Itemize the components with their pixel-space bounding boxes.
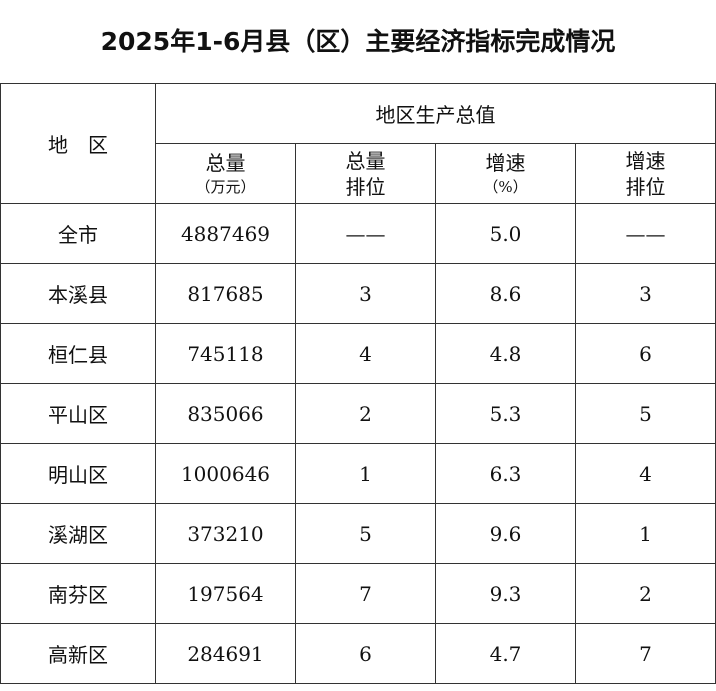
value-cell: 4 — [295, 323, 436, 384]
title: 2025年1-6月县（区）主要经济指标完成情况 — [100, 27, 616, 56]
value-cell: 5.3 — [435, 383, 576, 444]
header-line: 增速 — [625, 148, 666, 173]
table-row: 桓仁县 745118 4 4.8 6 — [0, 323, 716, 384]
region-cell: 桓仁县 — [0, 323, 156, 384]
column-header: 总量 排位 — [295, 143, 436, 204]
group-header: 地区生产总值 — [155, 83, 716, 144]
column-header: 增速 （%） — [435, 143, 576, 204]
value-cell: 197564 — [155, 563, 296, 624]
value-cell: —— — [295, 203, 436, 264]
header-line: 总量 — [345, 148, 386, 173]
value-cell: 2 — [295, 383, 436, 444]
value-cell: 1 — [295, 443, 436, 504]
value-cell: 6.3 — [435, 443, 576, 504]
table-row: 平山区 835066 2 5.3 5 — [0, 383, 716, 444]
table-row: 全市 4887469 —— 5.0 —— — [0, 203, 716, 264]
header-line: 增速 — [485, 150, 526, 175]
value-cell: 7 — [575, 623, 716, 684]
region-cell: 本溪县 — [0, 263, 156, 324]
table-row: 本溪县 817685 3 8.6 3 — [0, 263, 716, 324]
region-cell: 南芬区 — [0, 563, 156, 624]
value-cell: 5 — [295, 503, 436, 564]
region-cell: 平山区 — [0, 383, 156, 444]
value-cell: 4887469 — [155, 203, 296, 264]
value-cell: 284691 — [155, 623, 296, 684]
value-cell: 9.3 — [435, 563, 576, 624]
header-row: 总量 （万元） 总量 排位 增速 （%） 增速 排位 — [1, 143, 716, 204]
region-cell: 溪湖区 — [0, 503, 156, 564]
value-cell: 7 — [295, 563, 436, 624]
value-cell: 8.6 — [435, 263, 576, 324]
header-line: 排位 — [345, 174, 386, 199]
column-header: 总量 （万元） — [155, 143, 296, 204]
region-cell: 明山区 — [0, 443, 156, 504]
value-cell: 2 — [575, 563, 716, 624]
value-cell: 835066 — [155, 383, 296, 444]
value-cell: —— — [575, 203, 716, 264]
value-cell: 5 — [575, 383, 716, 444]
header-line: 总量 — [205, 150, 246, 175]
value-cell: 5.0 — [435, 203, 576, 264]
table-row: 高新区 284691 6 4.7 7 — [0, 623, 716, 684]
value-cell: 373210 — [155, 503, 296, 564]
value-cell: 745118 — [155, 323, 296, 384]
region-header: 地 区 — [0, 83, 156, 204]
header-line: （万元） — [195, 177, 256, 196]
header-row: 地 区 地区生产总值 — [0, 83, 716, 204]
value-cell: 4 — [575, 443, 716, 504]
region-cell: 全市 — [0, 203, 156, 264]
value-cell: 6 — [295, 623, 436, 684]
table-row: 溪湖区 373210 5 9.6 1 — [0, 503, 716, 564]
table: 地 区 地区生产总值 总量 （万元） 总量 排位 增速 （%） 增速 排位 全市 4887469… — [0, 83, 716, 684]
value-cell: 4.8 — [435, 323, 576, 384]
value-cell: 1 — [575, 503, 716, 564]
table-row: 明山区 1000646 1 6.3 4 — [0, 443, 716, 504]
value-cell: 1000646 — [155, 443, 296, 504]
value-cell: 4.7 — [435, 623, 576, 684]
value-cell: 9.6 — [435, 503, 576, 564]
value-cell: 3 — [295, 263, 436, 324]
column-header: 增速 排位 — [575, 143, 716, 204]
value-cell: 3 — [575, 263, 716, 324]
header-line: 排位 — [625, 174, 666, 199]
value-cell: 6 — [575, 323, 716, 384]
region-cell: 高新区 — [0, 623, 156, 684]
value-cell: 817685 — [155, 263, 296, 324]
table-row: 南芬区 197564 7 9.3 2 — [0, 563, 716, 624]
header-line: （%） — [483, 177, 528, 196]
